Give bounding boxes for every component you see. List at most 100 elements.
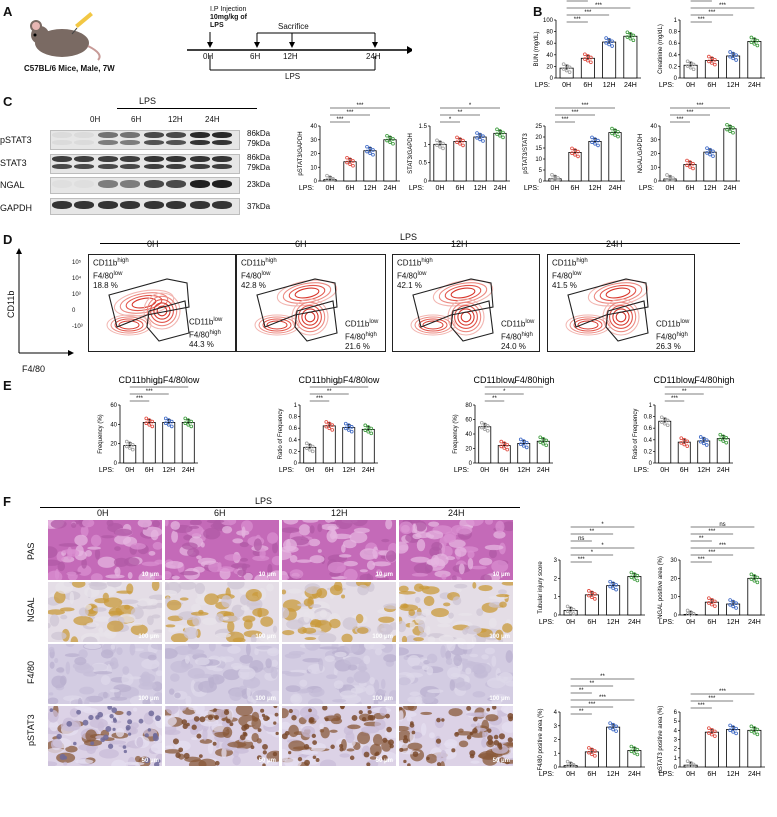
bar-6H [584, 594, 599, 616]
bar-6H [453, 141, 467, 182]
flow-panel-12h: 12H CD11bhigh F4/80low 42.1 % CD11blow F4/80h… [392, 239, 540, 352]
x-tick-label: 6H [571, 185, 580, 192]
data-point [749, 572, 754, 577]
y-tick-label: 1 [674, 18, 678, 24]
data-point [310, 444, 315, 449]
significance-label: *** [574, 0, 582, 2]
data-point [728, 603, 732, 607]
histology-image: 100 μm [165, 582, 279, 642]
bar-6H [497, 445, 511, 464]
data-point [169, 424, 174, 429]
data-point [573, 152, 577, 157]
x-tick-label: 12H [342, 467, 355, 474]
data-point [632, 751, 637, 755]
flow-time-label: 0H [147, 239, 159, 249]
bar-12H [162, 422, 176, 464]
significance-label: *** [584, 10, 592, 16]
bar-6H [704, 731, 719, 768]
lps-prefix: LPS: [659, 619, 674, 626]
data-point [573, 148, 577, 152]
data-point [668, 174, 672, 179]
significance-label: *** [356, 103, 364, 109]
data-point [734, 731, 738, 736]
data-point [710, 727, 714, 732]
data-point [576, 154, 580, 159]
significance-label: *** [146, 389, 154, 395]
x-tick-label: 6H [456, 185, 465, 192]
scale-bar-label: 10 μm [492, 572, 510, 578]
data-point [685, 439, 690, 444]
data-point [590, 135, 594, 140]
data-point [728, 728, 732, 733]
data-point [385, 133, 389, 138]
blot-band [166, 180, 186, 188]
data-point [608, 584, 612, 589]
gate-percent: 41.5 % [552, 281, 577, 291]
blot-band [190, 140, 210, 145]
data-point [691, 612, 696, 616]
data-point [688, 65, 693, 70]
blot-band [212, 132, 232, 138]
data-point [604, 41, 608, 45]
y-axis-label: pSTAT3/GAPDH [298, 131, 304, 175]
data-point [707, 59, 711, 64]
y-tick-label: 0 [114, 461, 118, 467]
data-point [707, 601, 711, 605]
y-tick-label: 0.4 [669, 53, 678, 59]
histology-image: 100 μm [48, 644, 162, 704]
flow-contour [254, 278, 338, 342]
data-point [724, 436, 729, 440]
data-point [366, 429, 371, 434]
blot-band [98, 164, 118, 169]
data-point [713, 729, 717, 734]
data-point [755, 580, 760, 585]
blot-band [212, 156, 232, 162]
x-tick-label: 24H [182, 467, 195, 474]
data-point [570, 146, 574, 151]
data-point [632, 572, 637, 576]
bar-0H [478, 426, 492, 464]
data-point [731, 599, 735, 604]
data-point [576, 149, 580, 154]
lps-prefix: LPS: [454, 467, 469, 474]
kda-pstat3-1: 86kDa [247, 129, 271, 138]
data-point [728, 129, 732, 133]
lps-prefix: LPS: [524, 185, 539, 192]
lps-prefix: LPS: [639, 185, 654, 192]
data-point [688, 165, 692, 169]
x-tick-label: 0H [305, 467, 314, 474]
scale-bar-label: 10 μm [258, 572, 276, 578]
x-tick-label: 24H [717, 467, 730, 474]
y-tick-label: 25 [535, 124, 542, 130]
kda-stat3-2: 79kDa [247, 163, 271, 172]
data-point [590, 140, 594, 144]
y-tick-label: 0 [649, 461, 653, 467]
data-point [325, 173, 329, 178]
data-point [691, 67, 696, 72]
data-point [710, 56, 714, 60]
data-point [502, 441, 507, 445]
data-point [701, 436, 706, 441]
lane-12h: 12H [168, 115, 183, 124]
x-tick-label: 0H [551, 185, 560, 192]
y-tick-label: 1 [649, 403, 653, 409]
data-point [721, 439, 726, 443]
data-point [631, 38, 636, 43]
data-point [728, 50, 732, 54]
blot-header: LPS [139, 96, 157, 106]
data-point [707, 731, 711, 735]
data-point [614, 724, 618, 729]
blot-band [74, 201, 94, 209]
y-tick-label: 6 [674, 710, 678, 716]
flow-time-label: 12H [451, 239, 468, 249]
scale-bar-label: 100 μm [489, 696, 510, 702]
y-tick-label: 10 [535, 157, 542, 163]
scale-bar-label: 10 μm [141, 572, 159, 578]
timeline-0h: 0H [203, 52, 214, 61]
scale-bar-label: 100 μm [138, 696, 159, 702]
significance-label: *** [698, 703, 706, 709]
blot-band [120, 140, 140, 145]
data-point [707, 726, 711, 730]
